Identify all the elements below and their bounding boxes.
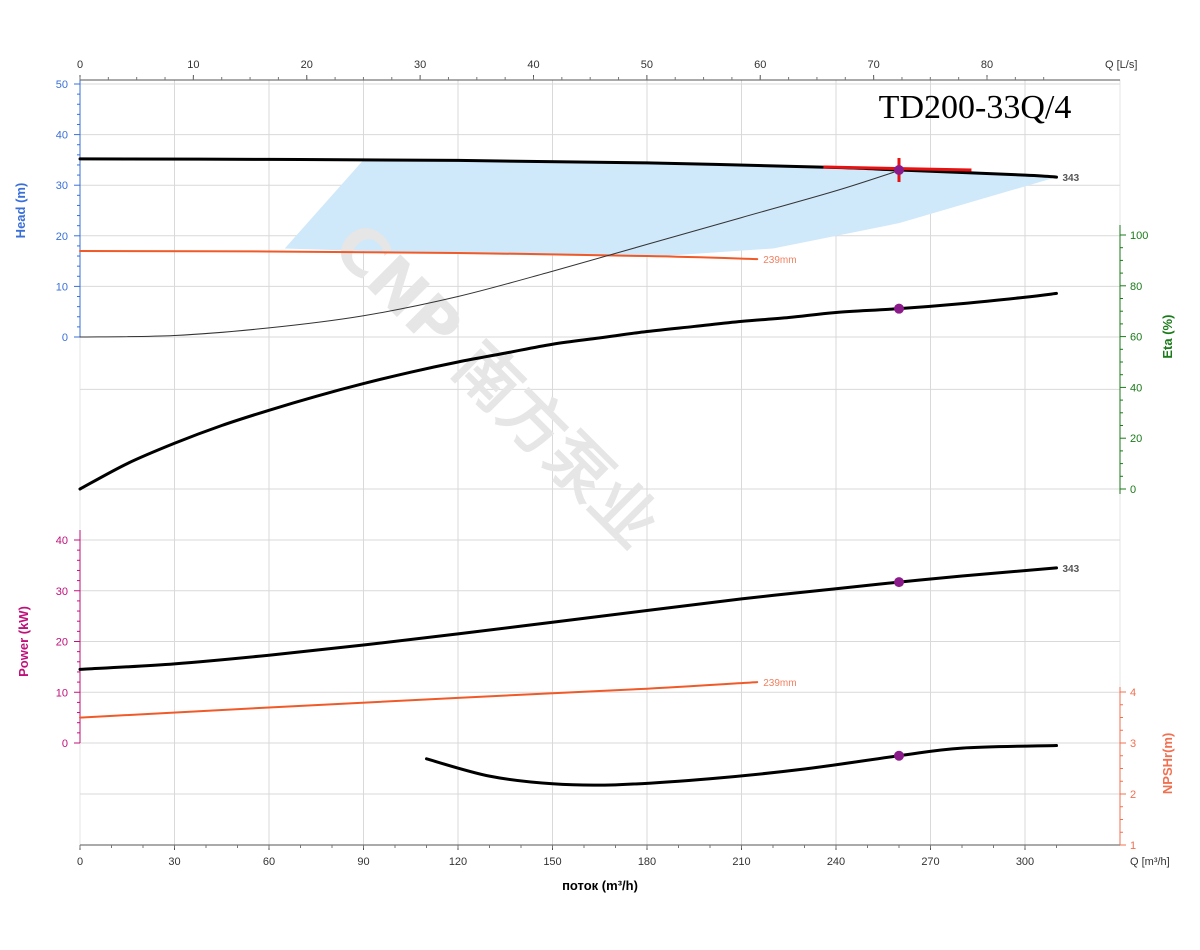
head-tick-label: 10 bbox=[56, 281, 68, 293]
curve-head-small bbox=[79, 249, 759, 261]
operating-range-area bbox=[284, 159, 1057, 258]
eta-tick-label: 20 bbox=[1130, 433, 1142, 445]
npsh-axis-title: NPSHr(m) bbox=[1160, 733, 1175, 794]
power-axis-title: Power (kW) bbox=[16, 606, 31, 677]
power-tick-label: 0 bbox=[62, 738, 68, 750]
x2-tick-label: 70 bbox=[868, 59, 880, 71]
head-axis-title: Head (m) bbox=[13, 183, 28, 239]
head-tick-label: 0 bbox=[62, 332, 68, 344]
x2-tick-label: 40 bbox=[527, 59, 539, 71]
x-tick-label: 270 bbox=[921, 856, 939, 868]
x2-tick-label: 0 bbox=[77, 59, 83, 71]
x-axis-title: поток (m³/h) bbox=[562, 878, 638, 893]
x-tick-label: 180 bbox=[638, 856, 656, 868]
x-unit-label: Q [m³/h] bbox=[1130, 856, 1170, 868]
x2-tick-label: 20 bbox=[301, 59, 313, 71]
head-tick-label: 50 bbox=[56, 79, 68, 91]
curve-label-power: 343 bbox=[1063, 564, 1080, 575]
x2-tick-label: 30 bbox=[414, 59, 426, 71]
power-tick-label: 30 bbox=[56, 586, 68, 598]
curve-label-power-small: 239mm bbox=[763, 678, 796, 689]
eta-tick-label: 100 bbox=[1130, 230, 1148, 242]
eta-tick-label: 80 bbox=[1130, 281, 1142, 293]
head-tick-label: 20 bbox=[56, 231, 68, 243]
power-tick-label: 40 bbox=[56, 535, 68, 547]
operating-point-head bbox=[894, 165, 904, 176]
npsh-tick-label: 2 bbox=[1130, 789, 1136, 801]
curve-power-small bbox=[79, 681, 759, 719]
curve-label-head: 343 bbox=[1063, 173, 1080, 184]
operating-point-npshr bbox=[894, 750, 904, 761]
curve-head bbox=[78, 157, 1058, 179]
x-tick-label: 150 bbox=[543, 856, 561, 868]
svg-text:CNP 南方泵业: CNP 南方泵业 bbox=[319, 209, 672, 562]
eta-tick-label: 60 bbox=[1130, 332, 1142, 344]
curve-system-curve bbox=[79, 170, 900, 338]
x-tick-label: 300 bbox=[1016, 856, 1034, 868]
curve-power bbox=[78, 566, 1058, 671]
head-tick-label: 30 bbox=[56, 180, 68, 192]
curve-efficiency bbox=[78, 291, 1058, 491]
power-tick-label: 20 bbox=[56, 637, 68, 649]
npsh-tick-label: 4 bbox=[1130, 687, 1136, 699]
eta-tick-label: 0 bbox=[1130, 484, 1136, 496]
x-tick-label: 240 bbox=[827, 856, 845, 868]
eta-axis-title: Eta (%) bbox=[1160, 315, 1175, 359]
npsh-tick-label: 1 bbox=[1130, 840, 1136, 852]
power-tick-label: 10 bbox=[56, 687, 68, 699]
x2-tick-label: 60 bbox=[754, 59, 766, 71]
x-tick-label: 90 bbox=[357, 856, 369, 868]
model-title: TD200-33Q/4 bbox=[879, 89, 1072, 126]
x2-tick-label: 10 bbox=[187, 59, 199, 71]
npsh-tick-label: 3 bbox=[1130, 738, 1136, 750]
eta-tick-label: 40 bbox=[1130, 382, 1142, 394]
operating-point-efficiency bbox=[894, 303, 904, 314]
x-tick-label: 210 bbox=[732, 856, 750, 868]
x-tick-label: 60 bbox=[263, 856, 275, 868]
operating-points bbox=[823, 158, 972, 761]
x2-tick-label: 50 bbox=[641, 59, 653, 71]
curve-npshr bbox=[425, 744, 1058, 787]
curve-label-head-small: 239mm bbox=[763, 255, 796, 266]
head-tick-label: 40 bbox=[56, 130, 68, 142]
x-tick-label: 0 bbox=[77, 856, 83, 868]
axis-labels: Q [m³/h] поток (m³/h) Q [L/s] Head (m) Eta (… bbox=[13, 59, 1175, 893]
x2-unit-label: Q [L/s] bbox=[1105, 59, 1137, 71]
x-tick-label: 120 bbox=[449, 856, 467, 868]
operating-point-power bbox=[894, 577, 904, 588]
operating-range-band bbox=[284, 159, 1057, 258]
watermark-logo: CNP 南方泵业 bbox=[319, 209, 672, 562]
x2-tick-label: 80 bbox=[981, 59, 993, 71]
x-tick-label: 30 bbox=[168, 856, 180, 868]
